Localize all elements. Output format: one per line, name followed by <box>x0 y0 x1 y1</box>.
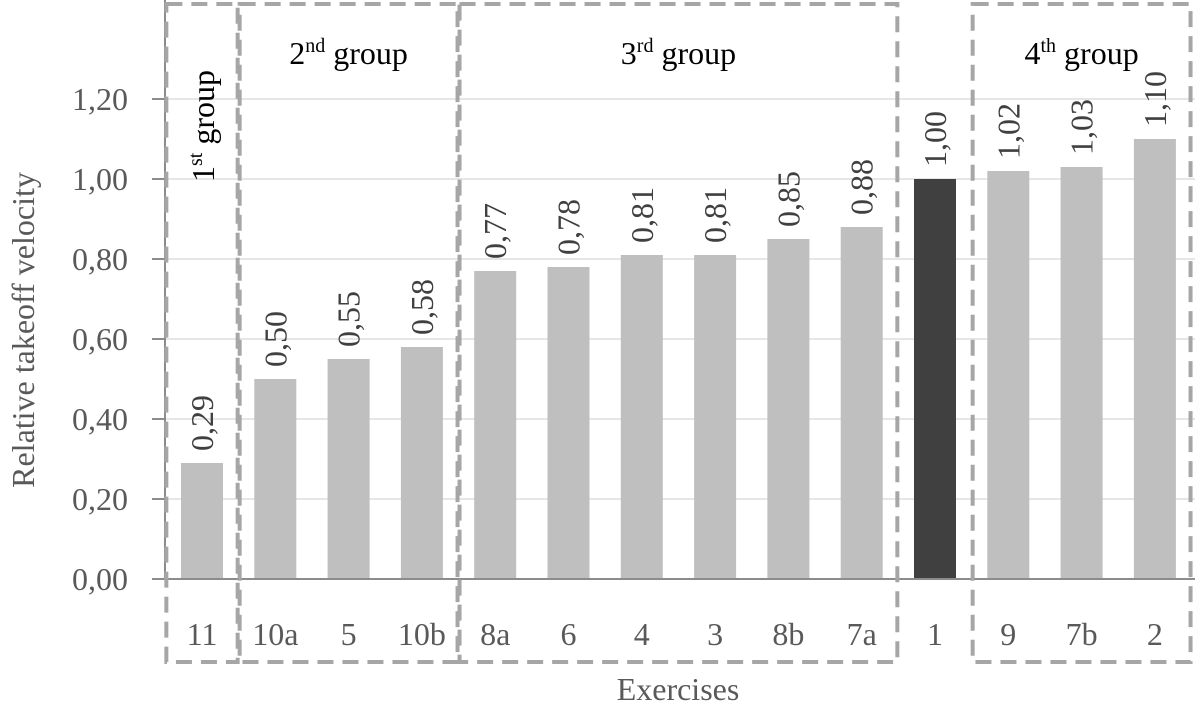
group-title-number: 1 <box>185 166 221 182</box>
bar <box>620 255 663 579</box>
group-box-layer <box>164 2 1193 664</box>
bar <box>914 179 956 579</box>
y-tick-label: 1,20 <box>72 81 128 117</box>
value-label: 0,81 <box>624 187 660 243</box>
group-title-ordinal: st <box>185 152 207 166</box>
y-axis-title: Relative takeoff velocity <box>5 172 41 488</box>
group-title: 3rd group <box>621 35 736 71</box>
bar <box>987 171 1030 579</box>
x-tick-label: 8b <box>772 616 804 652</box>
value-label: 1,03 <box>1064 99 1100 155</box>
x-tick-label: 11 <box>187 616 218 652</box>
group-title-ordinal: rd <box>637 35 654 57</box>
y-tick-label: 0,40 <box>72 401 128 437</box>
bar <box>840 227 883 579</box>
bar <box>254 379 297 579</box>
bar <box>547 267 590 579</box>
x-tick-label: 1 <box>927 616 943 652</box>
bar <box>694 255 737 579</box>
group-box <box>970 2 1193 664</box>
value-label: 0,29 <box>184 395 220 451</box>
bar <box>474 271 517 579</box>
bar <box>181 463 223 579</box>
bar <box>1060 167 1103 579</box>
bar <box>327 359 370 579</box>
value-label: 1,02 <box>990 103 1026 159</box>
group-title-number: 3 <box>621 35 637 71</box>
group-box <box>237 2 460 664</box>
x-tick-label: 5 <box>341 616 357 652</box>
group-title-number: 4 <box>1024 35 1040 71</box>
bar <box>767 239 810 579</box>
value-label: 0,55 <box>331 291 367 347</box>
bar <box>1133 139 1176 579</box>
value-label: 0,77 <box>477 203 513 259</box>
group-title-word: group <box>325 35 408 71</box>
group-title: 4th group <box>1024 35 1138 71</box>
value-label: 1,10 <box>1137 71 1173 127</box>
x-tick-label: 8a <box>480 616 510 652</box>
x-tick-label: 6 <box>561 616 577 652</box>
y-tick-label: 0,00 <box>72 561 128 597</box>
group-title-ordinal: nd <box>305 35 325 57</box>
x-tick-label: 7b <box>1066 616 1098 652</box>
group-title: 2nd group <box>289 35 408 71</box>
y-tick-label: 1,00 <box>72 161 128 197</box>
grid-layer <box>165 98 1195 500</box>
y-tick-label: 0,80 <box>72 241 128 277</box>
y-tick-label: 0,20 <box>72 481 128 517</box>
value-label: 0,50 <box>257 311 293 367</box>
x-tick-label: 7a <box>847 616 877 652</box>
group-box <box>457 2 900 664</box>
group-box <box>164 2 240 664</box>
bar-layer <box>181 139 1176 579</box>
x-tick-label: 3 <box>707 616 723 652</box>
x-tick-label: 4 <box>634 616 650 652</box>
label-layer: 0,29 0,50 0,55 0,58 0,77 0,78 0,81 0,81 0,85 0,88… <box>184 35 1173 451</box>
x-tick-label: 10a <box>252 616 298 652</box>
group-title-word: group <box>653 35 736 71</box>
x-tick-label: 2 <box>1147 616 1163 652</box>
group-title-number: 2 <box>289 35 305 71</box>
bar <box>400 347 443 579</box>
y-tick-label: 0,60 <box>72 321 128 357</box>
value-label: 0,81 <box>697 187 733 243</box>
x-tick-label: 9 <box>1000 616 1016 652</box>
value-label: 0,85 <box>770 171 806 227</box>
x-tick-label: 10b <box>398 616 446 652</box>
value-label: 0,88 <box>844 159 880 215</box>
value-label: 1,00 <box>917 111 953 167</box>
x-axis-title: Exercises <box>617 671 740 706</box>
group-title-word: group <box>1056 35 1139 71</box>
group-title: 1st group <box>185 70 221 182</box>
group-title-word: group <box>185 70 221 153</box>
value-label: 0,78 <box>551 199 587 255</box>
value-label: 0,58 <box>404 279 440 335</box>
group-title-ordinal: th <box>1040 35 1056 57</box>
